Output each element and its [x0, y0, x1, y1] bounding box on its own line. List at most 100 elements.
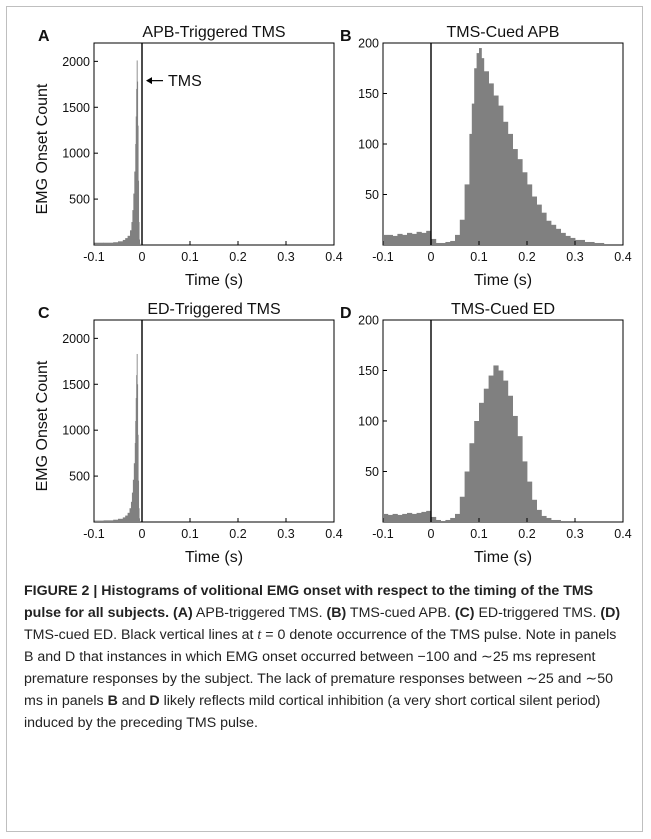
histogram-bar-c [138, 508, 140, 522]
histogram-bar-b [383, 234, 389, 245]
caption-text-d: TMS-cued ED. [24, 627, 118, 643]
y-tick-label-b: 200 [358, 37, 379, 51]
x-tick-label-c: 0.2 [229, 527, 246, 541]
histogram-bar-d [392, 513, 398, 522]
x-tick-label-b: -0.1 [372, 250, 394, 264]
histogram-bar-c [130, 501, 133, 522]
x-tick-label-a: -0.1 [83, 250, 105, 264]
histogram-bar-c [139, 518, 140, 522]
histogram-bar-b [594, 242, 605, 245]
histogram-bar-b [575, 239, 585, 245]
histogram-bar-b [522, 172, 528, 245]
histogram-bar-b [435, 242, 441, 245]
histogram-bar-a [131, 222, 133, 245]
histogram-bar-a [134, 171, 136, 245]
histogram-bar-b [464, 184, 470, 245]
histogram-bar-b [387, 234, 393, 245]
histogram-bar-c [131, 492, 134, 522]
y-tick-label-d: 150 [358, 364, 379, 378]
histogram-bar-b [512, 149, 518, 245]
histogram-bar-a [135, 144, 137, 245]
y-tick-label-b: 50 [365, 188, 379, 202]
histogram-bar-d [397, 514, 403, 522]
histogram-bar-d [522, 461, 528, 522]
histogram-bar-a [137, 81, 139, 246]
x-tick-label-c: 0 [139, 527, 146, 541]
x-tick-label-a: 0.4 [325, 250, 342, 264]
x-tick-label-d: 0.4 [614, 527, 631, 541]
histogram-bar-a [135, 116, 137, 245]
panel-letter-a: A [38, 28, 50, 45]
histogram-bar-d [531, 499, 537, 522]
x-axis-label-b: Time (s) [474, 272, 532, 289]
x-tick-label-b: 0.4 [614, 250, 631, 264]
histogram-bar-d [483, 388, 489, 522]
caption-sentence-2-post: likely reflects mild cortical inhibition… [24, 693, 601, 731]
histogram-bar-b [476, 53, 480, 245]
histogram-bar-d [512, 415, 518, 522]
histogram-bar-d [426, 510, 432, 522]
histogram-bar-b [551, 224, 557, 245]
y-axis-label-c: EMG Onset Count [34, 360, 51, 491]
y-tick-label-a: 500 [69, 193, 90, 207]
histogram-bar-c [133, 463, 136, 522]
histogram-bar-b [416, 231, 422, 245]
histogram-bar-b [498, 105, 504, 246]
y-tick-label-d: 50 [365, 465, 379, 479]
chart-title-b: TMS-Cued APB [447, 24, 560, 41]
histogram-bar-a [130, 230, 132, 245]
histogram-bar-b [481, 58, 485, 246]
histogram-bar-d [387, 514, 393, 522]
histogram-bar-b [527, 184, 533, 245]
histogram-bar-b [455, 234, 461, 245]
histogram-bar-b [450, 240, 456, 245]
histogram-bar-d [541, 515, 547, 522]
histogram-bar-c [136, 375, 138, 522]
histogram-bar-b [541, 212, 547, 245]
histogram-bar-b [479, 48, 482, 245]
caption-sentence-1-post: = 0 denote occurrence of the TMS pulse. … [24, 627, 617, 709]
histogram-bar-d [383, 513, 389, 522]
histogram-bar-d [431, 516, 437, 522]
histogram-bar-b [445, 241, 451, 245]
histogram-bar-d [464, 471, 470, 522]
y-tick-label-a: 2000 [62, 55, 90, 69]
histogram-bar-b [565, 235, 571, 245]
histogram-bar-b [440, 242, 446, 245]
histogram-bar-a [127, 235, 131, 245]
caption-text-a: APB-triggered TMS. [192, 605, 323, 621]
x-tick-label-b: 0.1 [470, 250, 487, 264]
caption-text-c: ED-triggered TMS. [474, 605, 597, 621]
x-axis-label-a: Time (s) [185, 272, 243, 289]
histogram-bar-c [135, 398, 137, 522]
x-tick-label-c: 0.3 [277, 527, 294, 541]
figure-charts: -0.1 0 0.1 0.2 0.3 0.4500100015002000APB-Trig… [34, 24, 632, 566]
histogram-bar-d [551, 519, 561, 522]
panel-letter-b: B [340, 28, 352, 45]
x-tick-label-b: 0.2 [518, 250, 535, 264]
histogram-bar-a [118, 241, 124, 245]
panel-letter-c: C [38, 305, 50, 322]
x-tick-label-a: 0.3 [277, 250, 294, 264]
histogram-bar-b [546, 220, 552, 245]
caption-variable-t: t [257, 627, 262, 643]
histogram-bar-b [517, 159, 523, 245]
histogram-bar-c [122, 517, 126, 522]
histogram-bar-a [139, 243, 141, 245]
caption-label-d: (D) [600, 605, 621, 621]
histogram-bar-d [459, 496, 465, 522]
y-tick-label-a: 1500 [62, 101, 90, 115]
histogram-bar-c [127, 512, 130, 522]
histogram-bar-a [137, 125, 139, 245]
histogram-bar-b [407, 232, 413, 245]
histogram-bar-d [407, 512, 413, 522]
caption-label-b: (B) [326, 605, 347, 621]
caption-panel-d: D [149, 693, 160, 709]
plot-area-c [93, 319, 335, 523]
x-tick-label-c: -0.1 [83, 527, 105, 541]
histogram-bar-b [471, 103, 475, 245]
histogram-bar-d [493, 365, 499, 522]
chart-title-a: APB-Triggered TMS [142, 24, 285, 41]
histogram-bar-b [570, 237, 576, 245]
histogram-bar-c [113, 519, 119, 522]
